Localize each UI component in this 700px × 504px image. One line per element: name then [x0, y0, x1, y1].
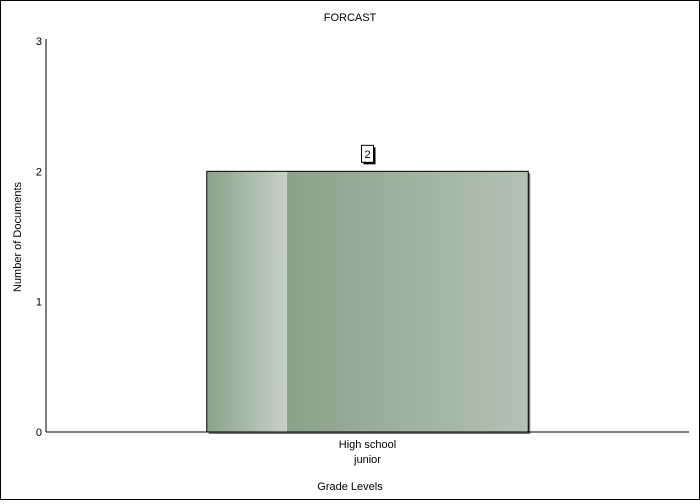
data-label: 2 [364, 149, 370, 161]
y-tick-label: 0 [36, 427, 42, 439]
y-axis-label: Number of Documents [12, 181, 24, 292]
chart-title: FORCAST [324, 12, 377, 24]
y-tick-label: 2 [36, 166, 42, 178]
x-axis-ticks: High school junior [339, 439, 396, 466]
x-tick-label: junior [353, 454, 381, 466]
data-label-box [361, 144, 374, 163]
y-tick-label: 3 [36, 36, 42, 48]
x-axis-label: Grade Levels [317, 481, 383, 493]
y-axis-ticks: 0 1 2 3 [36, 36, 42, 439]
bar-body [287, 171, 529, 433]
bar-highlight [206, 171, 288, 433]
bars: 2 [206, 144, 531, 435]
x-tick-label: High school [339, 439, 396, 451]
y-tick-label: 1 [36, 297, 42, 309]
